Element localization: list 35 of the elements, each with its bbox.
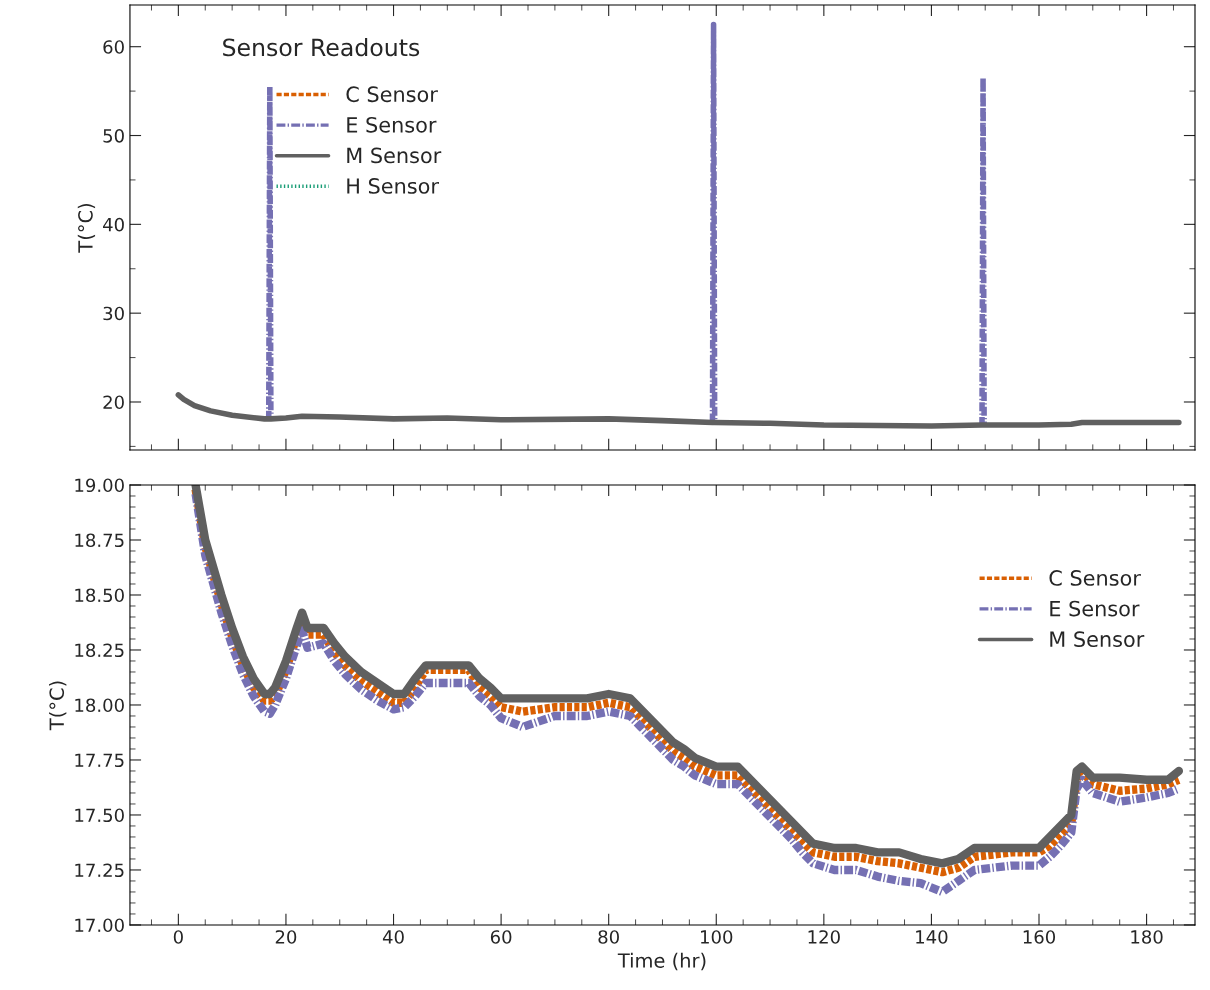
y-tick-label: 18.00 [75, 698, 124, 713]
text: Sensor Readouts [223, 38, 420, 57]
y-tick-label: 18.50 [75, 588, 124, 603]
x-tick-label: 20 [275, 930, 297, 944]
legend-label: C Sensor [1049, 570, 1141, 586]
x-tick-label: 40 [382, 930, 404, 944]
y-tick-label: 50 [103, 128, 124, 143]
x-tick-label: 140 [916, 930, 948, 944]
y-tick-label: 30 [103, 306, 124, 321]
y-tick-label: 17.25 [75, 863, 124, 878]
x-tick-label: 0 [173, 930, 183, 944]
x-tick-label: 60 [490, 930, 512, 944]
x-tick-label: 160 [1023, 930, 1056, 944]
legend-label: H Sensor [347, 178, 439, 194]
x-tick-label: 120 [808, 930, 840, 944]
legend-label: M Sensor [347, 147, 442, 164]
y-tick-label: 19.00 [75, 478, 124, 493]
legend-label: M Sensor [1050, 631, 1145, 648]
y-tick-label: 17.00 [75, 918, 124, 933]
y-tick-label: 17.50 [75, 808, 124, 823]
y-tick-label: 18.75 [75, 533, 124, 548]
legend-label: E Sensor [1050, 600, 1140, 617]
y-tick-label: 40 [103, 217, 124, 232]
x-tick-label: 100 [701, 930, 733, 944]
x-tick-label: 80 [598, 930, 619, 944]
y-axis-title: T(°C) [77, 203, 96, 253]
y-tick-label: 18.25 [75, 643, 124, 658]
y-axis-title: T(°C) [49, 681, 67, 731]
y-tick-label: 20 [103, 395, 124, 410]
legend-label: E Sensor [347, 116, 437, 133]
legend-label: C Sensor [346, 86, 438, 103]
y-tick-label: 17.75 [75, 753, 124, 768]
x-tick-label: 180 [1131, 930, 1163, 944]
y-tick-label: 60 [103, 40, 124, 54]
x-axis-title: Time (hr) [617, 952, 706, 971]
